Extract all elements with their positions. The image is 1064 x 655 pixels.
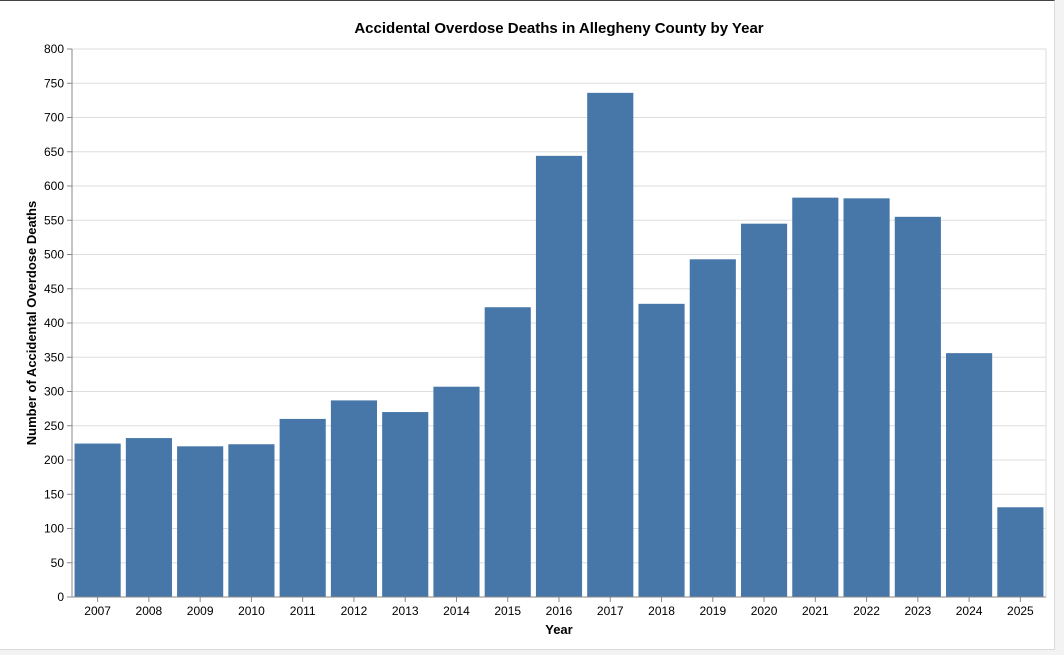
x-tick-label: 2020 bbox=[751, 604, 778, 618]
bar-layer bbox=[74, 92, 1044, 598]
y-tick-label: 300 bbox=[44, 385, 64, 399]
bar-2012[interactable] bbox=[330, 400, 378, 597]
x-tick-label: 2016 bbox=[546, 604, 573, 618]
bar-2025[interactable] bbox=[997, 507, 1044, 597]
y-axis-title: Number of Accidental Overdose Deaths bbox=[24, 201, 39, 445]
x-tick-label: 2007 bbox=[84, 604, 111, 618]
bar-2007[interactable] bbox=[74, 443, 121, 597]
y-tick-label: 250 bbox=[44, 419, 64, 433]
x-tick-label: 2014 bbox=[443, 604, 470, 618]
y-tick-label: 700 bbox=[44, 111, 64, 125]
bar-2023[interactable] bbox=[894, 216, 941, 597]
x-tick-label: 2024 bbox=[956, 604, 983, 618]
y-tick-label: 200 bbox=[44, 453, 64, 467]
bar-2008[interactable] bbox=[125, 438, 172, 597]
bar-2019[interactable] bbox=[689, 259, 736, 597]
y-tick-label: 600 bbox=[44, 179, 64, 193]
x-tick-label: 2022 bbox=[853, 604, 880, 618]
y-tick-label: 0 bbox=[57, 590, 64, 604]
y-tick-label: 100 bbox=[44, 522, 64, 536]
x-tick-label: 2012 bbox=[341, 604, 368, 618]
bar-2013[interactable] bbox=[382, 412, 429, 597]
bar-2009[interactable] bbox=[177, 446, 224, 597]
x-tick-label: 2018 bbox=[648, 604, 675, 618]
axis-layer: 0 50 100 150 200 250 300 350 400 450 500 550 600 650 7… bbox=[44, 42, 1046, 618]
bar-2011[interactable] bbox=[279, 418, 326, 597]
bar-2017[interactable] bbox=[587, 92, 634, 597]
x-tick-label: 2019 bbox=[699, 604, 726, 618]
y-tick-label: 750 bbox=[44, 76, 64, 90]
chart-title: Accidental Overdose Deaths in Allegheny … bbox=[354, 20, 763, 37]
bar-2020[interactable] bbox=[740, 223, 788, 598]
x-tick-label: 2017 bbox=[597, 604, 624, 618]
bar-2014[interactable] bbox=[433, 386, 480, 597]
x-tick-label: 2021 bbox=[802, 604, 829, 618]
bar-2010[interactable] bbox=[228, 444, 275, 597]
x-tick-label: 2013 bbox=[392, 604, 419, 618]
y-tick-label: 500 bbox=[44, 248, 64, 262]
x-tick-label: 2009 bbox=[187, 604, 214, 618]
y-tick-label: 800 bbox=[44, 42, 64, 56]
bar-2021[interactable] bbox=[792, 197, 839, 597]
x-axis-title: Year bbox=[545, 622, 572, 637]
bar-2015[interactable] bbox=[484, 307, 531, 597]
x-tick-label: 2008 bbox=[136, 604, 163, 618]
x-tick-label: 2023 bbox=[904, 604, 931, 618]
y-tick-label: 650 bbox=[44, 145, 64, 159]
y-tick-label: 50 bbox=[51, 556, 65, 570]
y-tick-label: 550 bbox=[44, 213, 64, 227]
x-tick-label: 2025 bbox=[1007, 604, 1034, 618]
x-tick-label: 2010 bbox=[238, 604, 265, 618]
bar-2024[interactable] bbox=[946, 353, 993, 597]
y-tick-label: 400 bbox=[44, 316, 64, 330]
x-tick-label: 2015 bbox=[494, 604, 521, 618]
y-tick-label: 450 bbox=[44, 282, 64, 296]
y-tick-label: 150 bbox=[44, 487, 64, 501]
bar-2018[interactable] bbox=[638, 303, 685, 597]
bar-2016[interactable] bbox=[535, 155, 583, 598]
bar-2022[interactable] bbox=[843, 198, 890, 597]
y-tick-label: 350 bbox=[44, 350, 64, 364]
x-tick-label: 2011 bbox=[290, 604, 316, 618]
